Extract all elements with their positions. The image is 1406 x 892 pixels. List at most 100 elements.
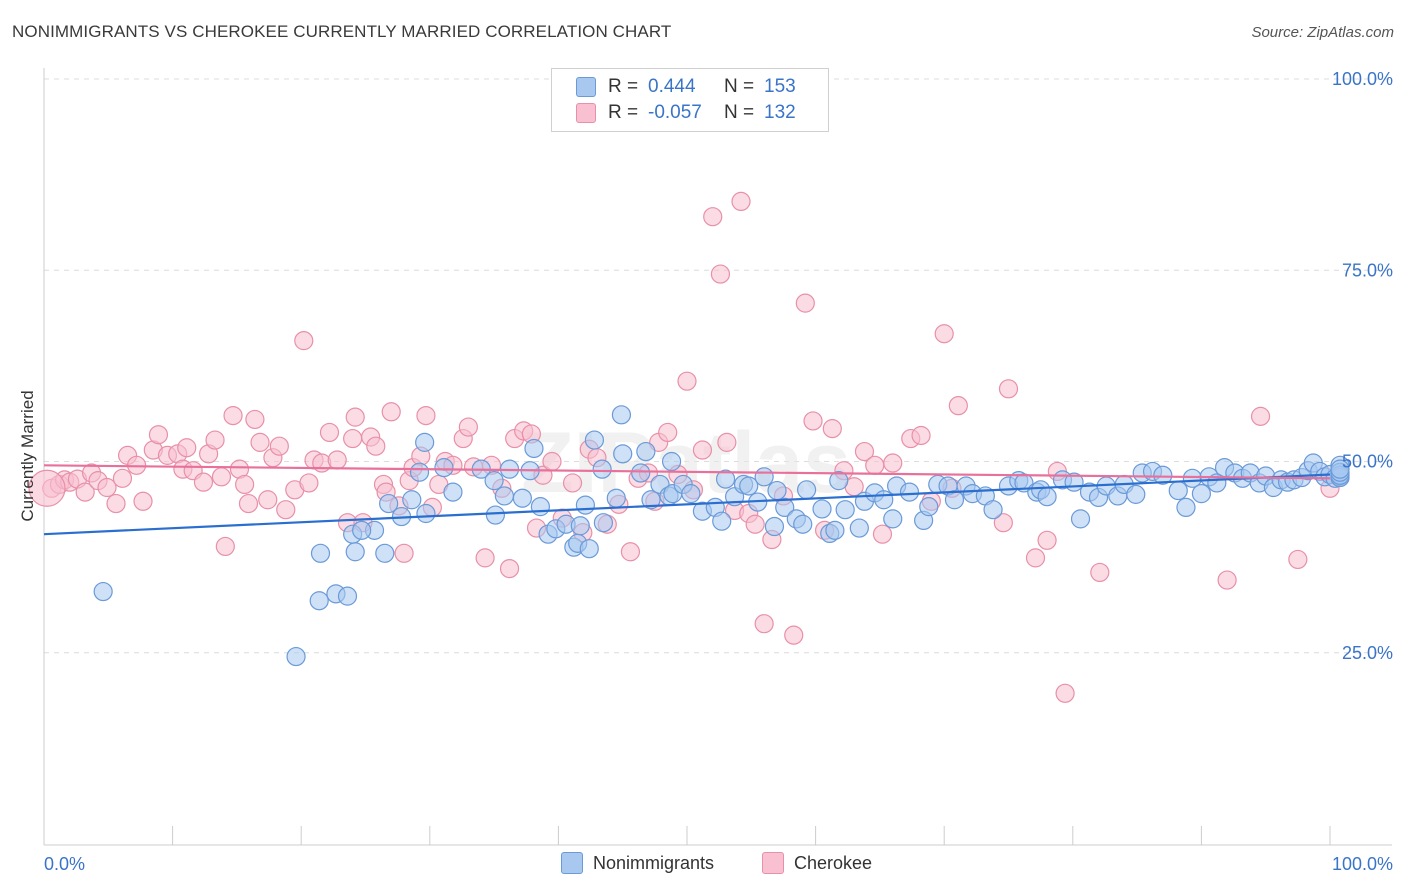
n-value: 153 (764, 76, 796, 97)
cherokee-point (381, 402, 401, 422)
nonimmigrants-point (484, 471, 504, 491)
nonimmigrants-point (631, 463, 651, 483)
cherokee-point (238, 493, 259, 514)
cherokee-point (475, 548, 495, 568)
nonimmigrants-point (379, 493, 399, 514)
nonimmigrants-point (1330, 459, 1350, 479)
correlation-legend: R = 0.444 N = 153 R = -0.057 N = 132 (551, 68, 829, 132)
legend-row-nonimmigrants: R = 0.444 N = 153 (576, 75, 796, 99)
chart-title: NONIMMIGRANTS VS CHEROKEE CURRENTLY MARR… (12, 22, 672, 41)
nonimmigrants-point (793, 514, 813, 534)
cherokee-point (542, 451, 562, 472)
cherokee-point (934, 324, 954, 344)
cherokee-point (133, 491, 153, 511)
bottom-legend-nonimmigrants: Nonimmigrants (561, 852, 714, 874)
cherokee-point (717, 432, 737, 452)
bottom-legend-swatch-pink (762, 852, 784, 874)
gridlines (44, 78, 1392, 654)
nonimmigrants-point (796, 480, 817, 500)
cherokee-point (998, 379, 1019, 399)
cherokee-point (731, 191, 751, 211)
nonimmigrants-point (812, 499, 832, 519)
legend-swatch-pink (576, 103, 596, 123)
nonimmigrants-point (767, 480, 787, 501)
y-tick-label: 75.0% (1342, 260, 1393, 280)
cherokee-point (294, 331, 314, 351)
cherokee-point (865, 455, 885, 475)
nonimmigrants-point (739, 476, 759, 496)
cherokee-point (97, 477, 117, 498)
trend-lines (43, 464, 1331, 536)
nonimmigrants-point (1168, 480, 1188, 501)
nonimmigrants-point (775, 497, 795, 517)
nonimmigrants-point (1153, 465, 1173, 485)
cherokee-point (394, 543, 414, 563)
cherokee-point (258, 490, 278, 510)
nonimmigrants-point (345, 542, 365, 562)
cherokee-point (795, 293, 815, 313)
nonimmigrants-points (93, 405, 1350, 667)
cherokee-point (1288, 549, 1308, 570)
nonimmigrants-point (919, 497, 939, 517)
nonimmigrants-point (415, 432, 435, 452)
cherokee-point (703, 207, 723, 227)
cherokee-point (458, 417, 478, 437)
cherokee-point (327, 450, 347, 470)
nonimmigrants-point (592, 459, 612, 479)
cherokee-point (106, 493, 126, 514)
nonimmigrants-point (825, 520, 845, 540)
nonimmigrants-point (1126, 484, 1146, 504)
nonimmigrants-point (1176, 497, 1196, 517)
cherokee-point (299, 473, 319, 493)
nonimmigrants-point (524, 438, 544, 459)
cherokee-point (75, 482, 95, 502)
nonimmigrants-point (485, 505, 505, 525)
nonimmigrants-point (641, 490, 661, 510)
nonimmigrants-point (530, 497, 550, 517)
nonimmigrants-point (443, 482, 463, 502)
nonimmigrants-point (874, 490, 894, 510)
n-label: N = (724, 76, 755, 97)
n-label: N = (724, 102, 755, 123)
cherokee-point (250, 432, 270, 452)
y-tick-label: 25.0% (1342, 643, 1393, 663)
nonimmigrants-point (835, 500, 855, 520)
y-tick-label: 100.0% (1332, 69, 1393, 89)
cherokee-point (177, 438, 197, 458)
nonimmigrants-point (434, 458, 454, 478)
nonimmigrants-point (883, 509, 903, 529)
cherokee-point (822, 419, 842, 439)
nonimmigrants-point (579, 539, 599, 559)
cherokee-point (854, 441, 875, 462)
cherokee-point (319, 422, 340, 443)
cherokee-point (620, 542, 641, 562)
cherokee-point (692, 440, 713, 460)
cherokee-point (312, 453, 332, 473)
nonimmigrants-point (352, 520, 372, 540)
nonimmigrants-point (715, 469, 736, 489)
nonimmigrants-point (661, 451, 682, 472)
cherokee-point (366, 436, 386, 456)
cherokee-point (1250, 406, 1271, 426)
cherokee-point (803, 411, 823, 431)
cherokee-point (784, 625, 804, 645)
cherokee-point (710, 264, 731, 284)
r-label: R = (608, 76, 639, 97)
nonimmigrants-point (286, 646, 306, 667)
cherokee-point (948, 396, 968, 416)
cherokee-point (28, 469, 66, 507)
r-label: R = (608, 102, 639, 123)
bottom-legend-swatch-blue (561, 852, 583, 874)
n-value: 132 (764, 102, 796, 123)
nonimmigrants-point (310, 543, 331, 563)
nonimmigrants-point (409, 462, 430, 482)
cherokee-point (658, 422, 678, 443)
cherokee-point (205, 430, 225, 450)
nonimmigrants-point (584, 430, 605, 450)
legend-row-cherokee: R = -0.057 N = 132 (576, 101, 796, 125)
cherokee-point (112, 468, 133, 488)
cherokee-point (883, 453, 903, 473)
x-tick-label: 0.0% (44, 854, 85, 874)
cherokee-point (343, 428, 363, 449)
nonimmigrants-point (1207, 473, 1227, 493)
